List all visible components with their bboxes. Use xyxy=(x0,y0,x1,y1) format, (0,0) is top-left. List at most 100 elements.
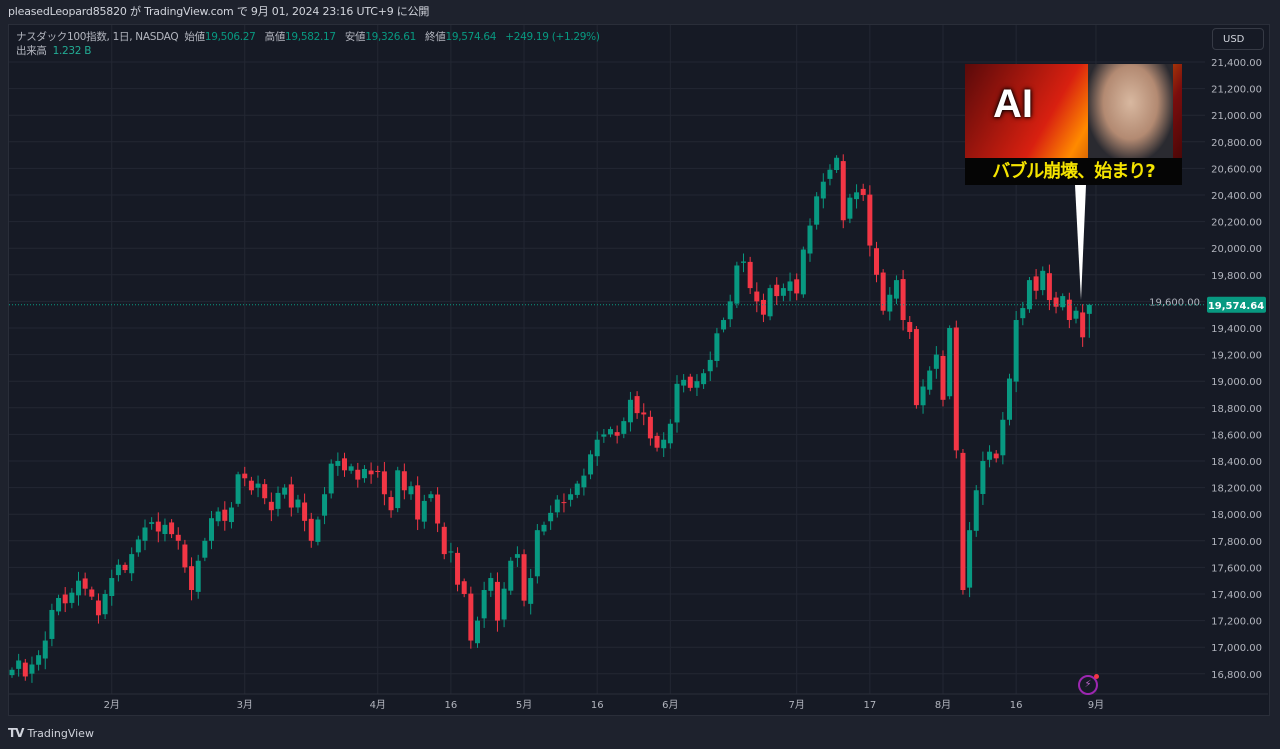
high-value: 19,582.17 xyxy=(285,31,336,43)
x-tick-label: 9月 xyxy=(1088,699,1104,711)
candle-body xyxy=(435,494,441,524)
candle-body xyxy=(302,502,308,521)
y-tick-label: 21,400.00 xyxy=(1211,58,1262,69)
candle-body xyxy=(860,188,866,195)
candle-body xyxy=(541,524,547,532)
candle-body xyxy=(421,500,427,522)
candle-body xyxy=(428,494,434,499)
candle-body xyxy=(681,379,687,386)
candle-body xyxy=(867,194,873,246)
candle-body xyxy=(687,376,693,388)
x-tick-label: 16 xyxy=(591,700,604,711)
candle-body xyxy=(647,416,653,439)
candle-body xyxy=(893,280,899,299)
candle-body xyxy=(448,551,454,553)
candle-body xyxy=(674,383,680,423)
y-tick-label: 17,200.00 xyxy=(1211,617,1262,628)
open-value: 19,506.27 xyxy=(204,31,256,43)
candle-body xyxy=(441,526,447,555)
candle-body xyxy=(900,279,906,321)
candle-body xyxy=(1033,276,1039,291)
footer: TV TradingView xyxy=(8,726,94,740)
candle-body xyxy=(408,486,414,495)
candle-body xyxy=(1020,308,1026,319)
candle-body xyxy=(787,281,793,291)
y-tick-label: 20,200.00 xyxy=(1211,218,1262,229)
candle-body xyxy=(754,291,760,302)
candle-body xyxy=(109,578,115,596)
candle-body xyxy=(82,578,88,589)
candle-body xyxy=(907,322,913,332)
candle-body xyxy=(381,471,387,495)
candle-body xyxy=(149,522,155,524)
candle-body xyxy=(794,279,800,294)
candle-body xyxy=(521,554,527,601)
candle-body xyxy=(308,518,314,541)
x-tick-label: 7月 xyxy=(789,699,805,711)
candle-body xyxy=(661,439,667,449)
candle-body xyxy=(608,429,613,435)
candle-body xyxy=(528,578,534,604)
low-value: 19,326.61 xyxy=(365,31,416,43)
candle-body xyxy=(342,458,347,471)
y-tick-label: 19,800.00 xyxy=(1211,271,1262,282)
candle-body xyxy=(175,534,181,541)
candle-body xyxy=(162,524,168,535)
candle-body xyxy=(947,328,953,397)
candle-body xyxy=(282,487,288,495)
lightning-icon[interactable]: ⚡ xyxy=(1078,674,1099,695)
y-tick-label: 18,400.00 xyxy=(1211,457,1262,468)
candle-body xyxy=(481,590,487,619)
candle-body xyxy=(222,509,228,521)
candle-body xyxy=(62,594,68,604)
y-tick-label: 17,600.00 xyxy=(1211,563,1262,574)
candle-body xyxy=(475,620,480,644)
candle-body xyxy=(36,655,42,665)
candle-body xyxy=(627,399,633,423)
y-tick-label: 18,000.00 xyxy=(1211,510,1262,521)
candle-body xyxy=(488,578,494,591)
x-tick-label: 5月 xyxy=(516,699,532,711)
candle-body xyxy=(940,355,946,400)
currency-button[interactable]: USD xyxy=(1212,28,1264,50)
y-tick-label: 19,200.00 xyxy=(1211,351,1262,362)
x-tick-label: 6月 xyxy=(662,699,678,711)
candle-body xyxy=(614,432,620,436)
x-tick-label: 4月 xyxy=(370,699,386,711)
symbol-name[interactable]: ナスダック100指数, 1日, NASDAQ xyxy=(16,31,179,43)
candle-body xyxy=(56,597,62,612)
candle-body xyxy=(514,554,520,558)
candle-body xyxy=(874,248,879,275)
candle-body xyxy=(1046,273,1052,301)
candle-body xyxy=(275,492,281,509)
candle-body xyxy=(9,669,15,676)
candle-body xyxy=(415,485,421,520)
candle-body xyxy=(834,157,840,170)
candle-body xyxy=(694,381,700,388)
candle-body xyxy=(508,560,514,591)
candle-body xyxy=(1000,419,1006,456)
y-tick-label: 16,800.00 xyxy=(1211,670,1262,681)
candle-body xyxy=(76,580,81,596)
candle-body xyxy=(215,511,221,522)
notification-dot xyxy=(1094,674,1099,679)
candle-body xyxy=(800,249,806,295)
candle-body xyxy=(209,518,214,541)
y-tick-label: 21,000.00 xyxy=(1211,111,1262,122)
candle-body xyxy=(561,502,567,504)
y-tick-label: 19,000.00 xyxy=(1211,377,1262,388)
candle-body xyxy=(1053,297,1059,307)
video-thumbnail: AI バブル崩壊、始まり? xyxy=(965,64,1182,185)
x-tick-label: 2月 xyxy=(104,699,120,711)
candle-body xyxy=(854,192,860,200)
candle-body xyxy=(667,423,673,444)
candle-body xyxy=(1026,280,1032,310)
x-tick-label: 17 xyxy=(863,700,876,711)
candle-body xyxy=(993,453,999,459)
candle-body xyxy=(22,662,28,677)
candle-body xyxy=(1060,296,1066,308)
candle-body xyxy=(913,329,919,406)
y-tick-label: 20,800.00 xyxy=(1211,138,1262,149)
y-tick-label: 17,000.00 xyxy=(1211,643,1262,654)
